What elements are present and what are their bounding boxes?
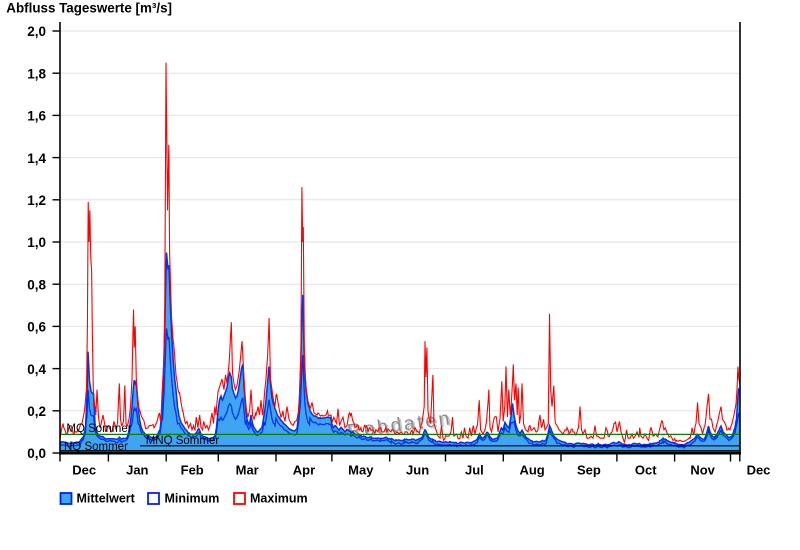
svg-text:Mittelwert: Mittelwert bbox=[77, 492, 136, 506]
svg-text:1,6: 1,6 bbox=[27, 109, 46, 124]
svg-text:Sep: Sep bbox=[577, 463, 601, 478]
svg-text:Apr: Apr bbox=[293, 463, 315, 478]
svg-text:1,0: 1,0 bbox=[27, 235, 46, 250]
svg-text:Dec: Dec bbox=[747, 463, 771, 478]
svg-text:1,4: 1,4 bbox=[27, 151, 46, 166]
svg-text:0,2: 0,2 bbox=[27, 404, 46, 419]
svg-text:May: May bbox=[348, 463, 374, 478]
svg-text:MNQ Sommer: MNQ Sommer bbox=[146, 435, 220, 447]
svg-text:Nov: Nov bbox=[690, 463, 715, 478]
svg-text:MQ Sommer: MQ Sommer bbox=[66, 423, 131, 435]
svg-text:Maximum: Maximum bbox=[250, 492, 308, 506]
svg-text:Oct: Oct bbox=[635, 463, 657, 478]
svg-text:NQ Sommer: NQ Sommer bbox=[64, 441, 128, 453]
svg-text:Jun: Jun bbox=[406, 463, 429, 478]
svg-text:Minimum: Minimum bbox=[165, 492, 220, 506]
svg-text:0,8: 0,8 bbox=[27, 277, 46, 292]
svg-text:2,0: 2,0 bbox=[27, 24, 46, 39]
svg-text:Feb: Feb bbox=[181, 463, 204, 478]
svg-text:1,2: 1,2 bbox=[27, 193, 46, 208]
svg-text:Jan: Jan bbox=[126, 463, 148, 478]
svg-text:Aug: Aug bbox=[519, 463, 544, 478]
svg-text:0,6: 0,6 bbox=[27, 320, 46, 335]
svg-text:1,8: 1,8 bbox=[27, 66, 46, 81]
svg-text:0,0: 0,0 bbox=[27, 446, 46, 461]
svg-text:0,4: 0,4 bbox=[27, 362, 46, 377]
svg-text:Abfluss Tageswerte [m³/s]: Abfluss Tageswerte [m³/s] bbox=[6, 1, 172, 16]
svg-text:Jul: Jul bbox=[465, 463, 484, 478]
svg-text:Mar: Mar bbox=[236, 463, 259, 478]
svg-text:Dec: Dec bbox=[72, 463, 96, 478]
